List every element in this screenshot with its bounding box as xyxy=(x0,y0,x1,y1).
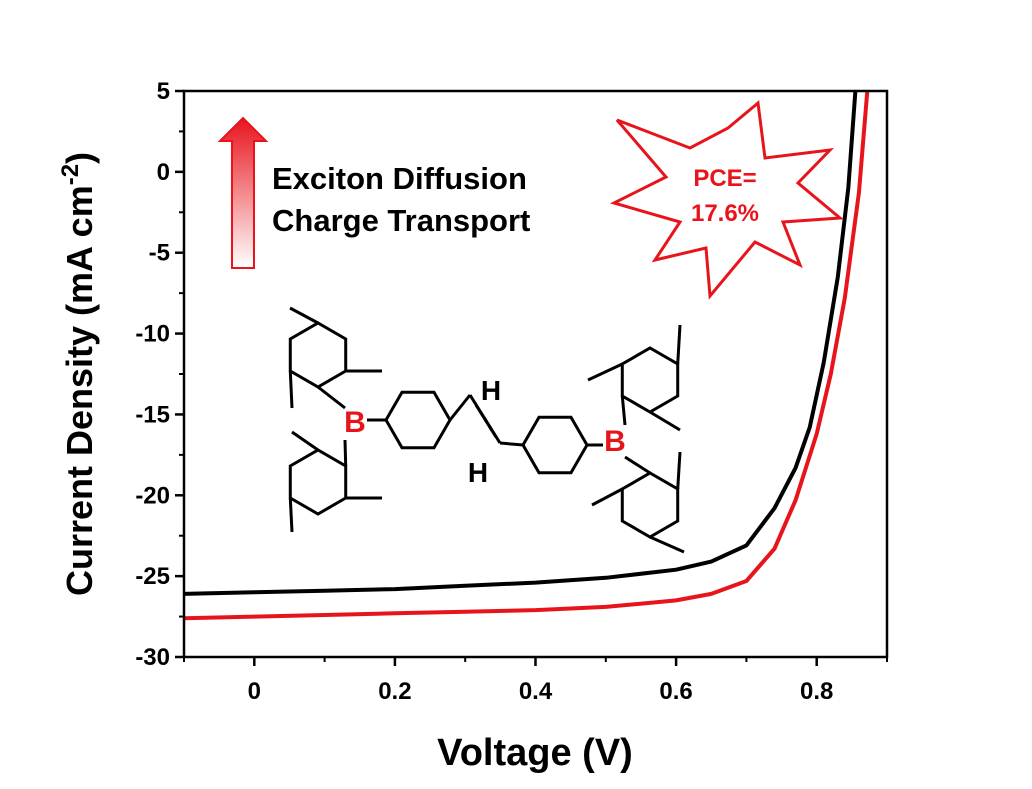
atom-label: B xyxy=(344,406,366,439)
plot-area xyxy=(184,91,870,621)
molecule xyxy=(288,306,685,554)
bond xyxy=(649,410,681,432)
pce-value: 17.6% xyxy=(691,200,759,227)
pce-star xyxy=(609,100,844,300)
y-axis-label-text: Current Density (mA cm xyxy=(59,185,100,596)
y-tick-label: -20 xyxy=(135,482,170,509)
x-tick-label: 0.6 xyxy=(659,678,692,705)
y-tick-label: 5 xyxy=(157,78,170,105)
y-tick-label: -25 xyxy=(135,563,170,590)
arrow xyxy=(217,116,269,269)
annotation: Exciton Diffusion xyxy=(272,161,527,196)
atom-label: H xyxy=(468,457,488,488)
ring xyxy=(384,390,452,450)
series-line xyxy=(184,91,858,596)
ring xyxy=(288,448,348,516)
bond xyxy=(499,441,524,447)
series-line xyxy=(184,91,870,621)
y-tick-label: 0 xyxy=(157,159,170,186)
bond xyxy=(291,430,319,452)
bond xyxy=(317,385,346,410)
bond xyxy=(587,362,623,382)
bond xyxy=(649,535,685,554)
x-tick-label: 0.8 xyxy=(800,678,833,705)
ring xyxy=(521,415,589,475)
atom-label: H xyxy=(481,375,501,406)
bond xyxy=(676,324,682,365)
y-axis-label-sup: -2 xyxy=(57,164,84,185)
annotation: Charge Transport xyxy=(272,203,530,238)
bond xyxy=(474,404,498,438)
x-tick-label: 0.4 xyxy=(519,678,553,705)
y-tick-label: -30 xyxy=(135,644,170,671)
bond xyxy=(343,439,348,467)
bond xyxy=(591,487,623,507)
x-axis-label: Voltage (V) xyxy=(437,732,633,774)
x-tick-label: 0.2 xyxy=(378,678,411,705)
ring xyxy=(620,346,680,414)
ring xyxy=(288,321,348,389)
ring xyxy=(620,471,680,539)
y-tick-label: -10 xyxy=(135,321,170,348)
x-tick-label: 0 xyxy=(248,678,261,705)
bond xyxy=(676,451,682,490)
bond xyxy=(448,394,472,421)
pce-label: PCE= xyxy=(693,165,756,192)
bond xyxy=(289,306,319,325)
bond xyxy=(288,370,294,409)
bond xyxy=(624,455,651,475)
y-tick-label: -5 xyxy=(149,240,170,267)
bond xyxy=(620,395,627,426)
y-axis-label-suffix: ) xyxy=(59,152,100,164)
atom-label: B xyxy=(604,425,626,458)
y-tick-label: -15 xyxy=(135,401,170,428)
y-axis-label: Current Density (mA cm-2) xyxy=(57,152,100,596)
bond xyxy=(288,497,294,533)
